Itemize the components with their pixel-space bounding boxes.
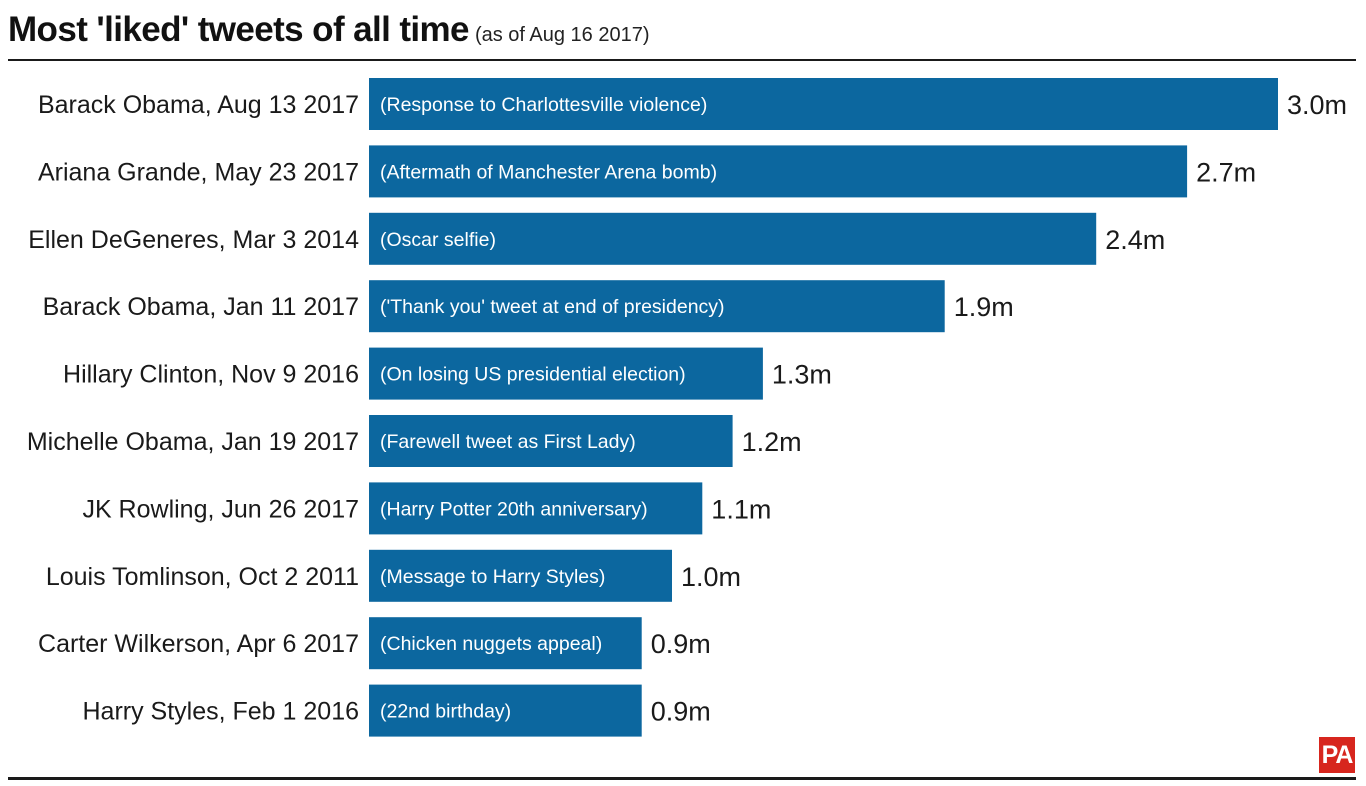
bar-description: (Message to Harry Styles) [380,566,605,588]
bar-description: (22nd birthday) [380,701,511,723]
bar-description: (Harry Potter 20th anniversary) [380,498,648,520]
value-label: 1.3m [772,360,832,390]
category-label: Michelle Obama, Jan 19 2017 [27,428,359,456]
bar-row: Harry Styles, Feb 1 2016 (22nd birthday) 0… [82,684,711,737]
bar [369,280,945,333]
bar-description: ('Thank you' tweet at end of presidency) [380,296,725,318]
bar [369,482,703,535]
value-label: 0.9m [651,629,711,659]
value-label: 3.0m [1287,90,1347,120]
bar-row: Carter Wilkerson, Apr 6 2017 (Chicken nug… [38,617,711,670]
bar-row: Hillary Clinton, Nov 9 2016 (On losing US… [63,347,832,400]
bar [369,145,1188,198]
value-label: 1.0m [681,562,741,592]
value-label: 2.4m [1105,225,1165,255]
value-label: 0.9m [651,697,711,727]
bar [369,212,1097,265]
value-label: 2.7m [1196,157,1256,187]
chart-title: Most 'liked' tweets of all time [8,10,470,49]
value-label: 1.1m [711,494,771,524]
chart-subtitle: (as of Aug 16 2017) [474,24,650,46]
bar-row: Ellen DeGeneres, Mar 3 2014 (Oscar selfie… [28,212,1165,265]
bottom-rule [8,777,1356,780]
category-label: Carter Wilkerson, Apr 6 2017 [38,630,359,658]
bar [369,415,733,467]
value-label: 1.9m [954,292,1014,322]
bar-row: Louis Tomlinson, Oct 2 2011 (Message to H… [46,549,741,602]
category-label: Barack Obama, Jan 11 2017 [43,293,359,321]
bar-row: Barack Obama, Aug 13 2017 (Response to Ch… [38,78,1347,130]
bar-description: (Oscar selfie) [380,229,496,251]
bar-description: (Aftermath of Manchester Arena bomb) [380,161,717,183]
category-label: Barack Obama, Aug 13 2017 [38,91,359,119]
bar-description: (Farewell tweet as First Lady) [380,431,636,453]
top-rule [8,59,1356,61]
bar-description: (On losing US presidential election) [380,364,686,386]
category-label: Ariana Grande, May 23 2017 [38,158,359,186]
category-label: Harry Styles, Feb 1 2016 [82,698,359,726]
bar [369,617,642,670]
category-label: Ellen DeGeneres, Mar 3 2014 [28,226,359,254]
bar-row: Barack Obama, Jan 11 2017 ('Thank you' tw… [43,280,1014,333]
category-label: JK Rowling, Jun 26 2017 [82,495,359,523]
bar-row: Ariana Grande, May 23 2017 (Aftermath of … [38,145,1256,198]
bar-row: JK Rowling, Jun 26 2017 (Harry Potter 20t… [82,482,771,535]
bar-row: Michelle Obama, Jan 19 2017 (Farewell twe… [27,415,802,467]
bar [369,78,1278,130]
bar-description: (Chicken nuggets appeal) [380,633,602,655]
bar [369,549,672,602]
value-label: 1.2m [742,427,802,457]
bar [369,347,763,400]
bar-description: (Response to Charlottesville violence) [380,94,707,116]
category-label: Louis Tomlinson, Oct 2 2011 [46,563,359,591]
category-label: Hillary Clinton, Nov 9 2016 [63,361,359,389]
pa-logo: PA [1319,737,1355,773]
bar [369,684,642,737]
chart-header: Most 'liked' tweets of all time (as of Au… [8,10,650,50]
